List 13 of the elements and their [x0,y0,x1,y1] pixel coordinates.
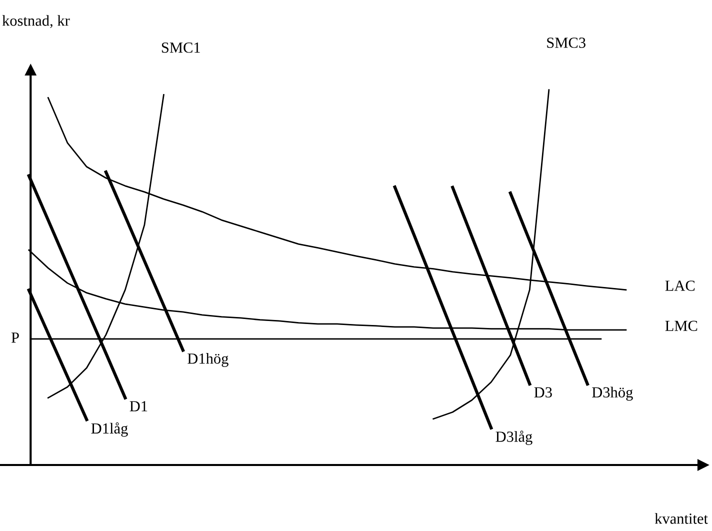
series-label: D1 [130,401,148,412]
series-label: D3 [534,387,552,398]
text: LAC [665,280,695,291]
text: SMC1 [162,42,200,53]
x-axis-title: kvantitet [654,513,708,524]
y-axis-title: kostnad, kr [2,15,70,28]
series-label: D3låg [496,430,532,445]
series-label: D1hög [188,352,228,367]
ref-line-label: P [11,332,19,343]
series-label: D3hög [592,386,633,401]
text: SMC3 [547,38,586,48]
text: LMC [665,320,698,332]
series-label: D1låg [91,422,128,437]
